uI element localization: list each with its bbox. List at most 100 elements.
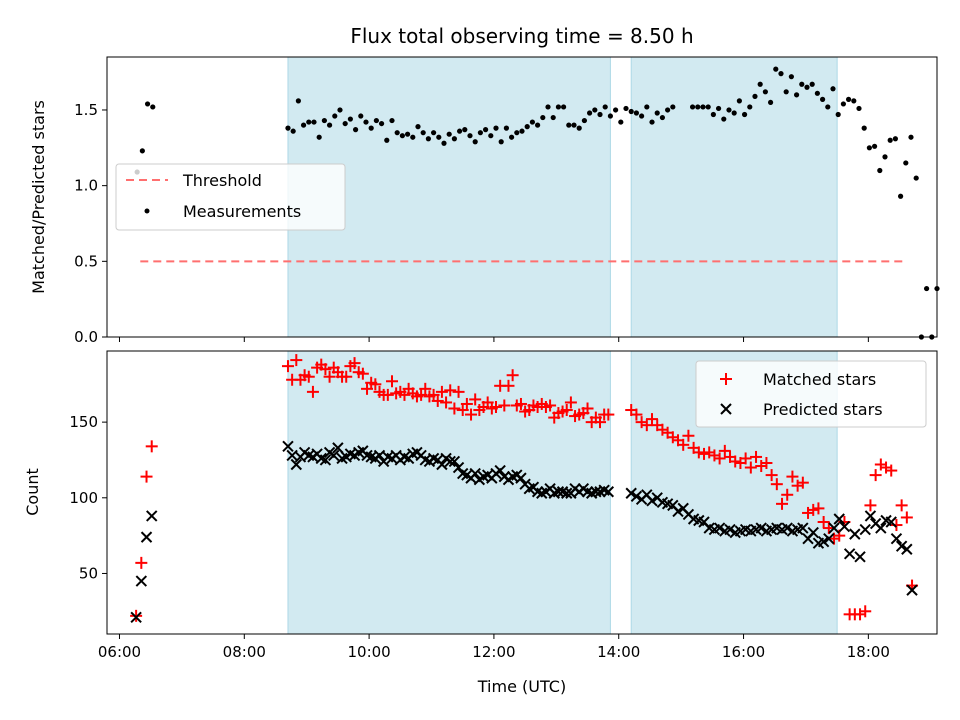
measurement-point <box>566 122 572 128</box>
matched-star-point <box>448 402 461 415</box>
measurement-point <box>814 90 820 96</box>
measurement-point <box>321 117 327 124</box>
matched-star-point <box>729 455 742 468</box>
measurement-point <box>793 92 800 98</box>
matched-star-point <box>135 556 148 569</box>
matched-star-point <box>385 375 398 388</box>
measurement-point <box>300 122 307 128</box>
predicted-star-point <box>444 455 456 468</box>
measurement-point <box>819 96 826 102</box>
predicted-star-point <box>625 487 637 499</box>
measurement-point <box>306 119 312 125</box>
top-y-tick-label: 1.0 <box>74 177 98 195</box>
matched-star-point <box>765 469 778 482</box>
predicted-star-point <box>319 454 332 466</box>
x-tick-label: 10:00 <box>347 643 390 661</box>
measurement-point <box>665 107 671 113</box>
measurement-point <box>561 104 567 110</box>
predicted-star-point <box>859 523 871 536</box>
measurement-point <box>752 93 758 99</box>
measurement-point <box>399 133 405 139</box>
matched-star-point <box>786 470 799 483</box>
matched-star-point <box>498 399 511 412</box>
matched-star-point <box>323 370 336 383</box>
predicted-star-point <box>146 510 158 522</box>
predicted-star-point <box>901 543 913 555</box>
predicted-star-point <box>469 467 481 480</box>
matched-star-point <box>356 367 369 380</box>
predicted-star-point <box>854 551 866 563</box>
predicted-star-point <box>724 523 736 536</box>
predicted-star-point <box>328 449 340 462</box>
measurement-point <box>587 110 593 116</box>
predicted-star-point <box>755 522 767 534</box>
measurement-point <box>856 105 862 112</box>
measurement-point <box>644 104 650 110</box>
matched-star-point <box>698 447 711 460</box>
measurement-point <box>498 139 504 145</box>
predicted-star-point <box>602 486 615 498</box>
matched-star-point <box>435 385 448 398</box>
measurement-point <box>311 119 317 125</box>
matched-star-point <box>880 461 893 474</box>
measurement-point <box>809 81 815 87</box>
top-shaded-interval-2 <box>630 56 838 338</box>
measurement-point <box>425 136 431 142</box>
measurement-point <box>373 117 379 124</box>
x-tick-label: 12:00 <box>472 643 515 661</box>
measurement-point <box>150 104 156 110</box>
bottom-y-axis-label: Count <box>23 468 42 516</box>
measurement-point <box>420 130 426 136</box>
measurement-point <box>540 114 546 121</box>
measurement-point <box>633 110 640 116</box>
x-tick-label: 06:00 <box>98 643 141 661</box>
bottom-plot-area <box>130 354 919 624</box>
measurement-point <box>535 122 541 128</box>
measurement-point <box>342 120 348 127</box>
matched-star-point <box>361 382 374 395</box>
predicted-star-point <box>890 532 903 545</box>
measurement-point <box>545 104 551 110</box>
matched-legend-swatch <box>720 373 732 385</box>
top-axes: 0.0 0.5 1.0 1.5 <box>74 101 869 346</box>
measurement-point <box>736 98 742 104</box>
matched-star-point <box>290 354 303 367</box>
predicted-star-point <box>885 516 897 528</box>
measurement-point <box>804 84 810 90</box>
predicted-star-point <box>290 458 303 471</box>
predicted-star-point <box>646 495 658 507</box>
matched-star-point <box>560 404 573 417</box>
measurement-point <box>524 124 530 130</box>
measurement-point <box>726 107 732 113</box>
measurement-point <box>721 116 727 122</box>
matched-star-point <box>481 396 494 409</box>
matched-star-point <box>506 369 519 382</box>
matched-star-point <box>340 370 353 383</box>
measurements-legend-swatch <box>144 208 150 214</box>
measurement-point <box>871 143 878 149</box>
measurement-point <box>529 119 536 125</box>
matched-star-point <box>594 416 607 429</box>
measurement-point <box>519 128 525 134</box>
measurement-point <box>799 81 805 87</box>
predicted-star-point <box>875 522 887 534</box>
matched-star-point <box>750 450 763 463</box>
measurement-point <box>710 111 716 118</box>
predicted-star-point <box>515 472 527 484</box>
matched-star-point <box>796 476 809 489</box>
measurement-point <box>467 133 473 139</box>
measurement-point <box>618 119 624 125</box>
matched-star-point <box>415 388 428 401</box>
measurement-point <box>887 137 893 143</box>
predicted-star-point <box>140 531 153 543</box>
matched-star-point <box>581 402 594 415</box>
matched-star-point <box>817 516 830 529</box>
measurement-point <box>783 89 789 95</box>
measurement-point <box>571 122 577 128</box>
matched-star-point <box>381 388 394 401</box>
bottom-axes-frame <box>106 350 938 635</box>
bottom-axes: 50 100 150 06:00 08:00 10:00 12:00 14:00 16:00 18… <box>69 413 890 661</box>
matched-star-point <box>469 393 482 406</box>
measurement-point <box>316 134 322 140</box>
matched-star-point <box>770 478 783 491</box>
